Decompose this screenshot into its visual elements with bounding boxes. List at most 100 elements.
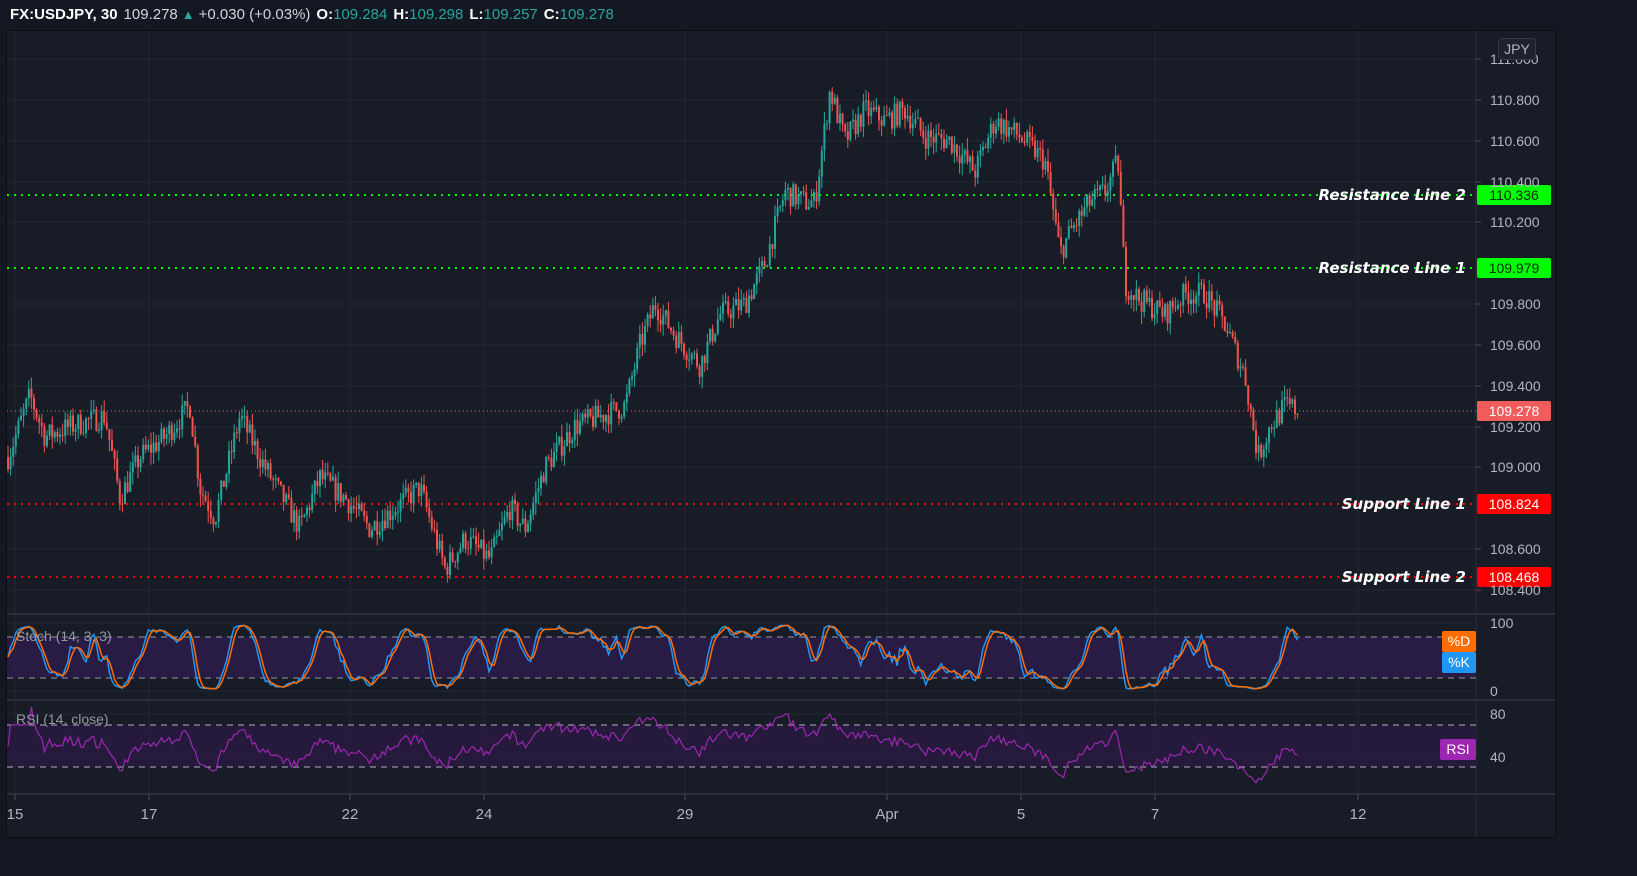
sr-line-label: Support Line 1 [1342, 495, 1466, 513]
candle-body [441, 540, 444, 558]
candle-body [225, 473, 228, 487]
candle-body [443, 557, 446, 567]
candle-body [329, 473, 332, 481]
horizontal-lines[interactable]: Resistance Line 2 110.336 Resistance Line … [7, 185, 1551, 587]
candle-body [888, 112, 891, 116]
candle-body [1166, 304, 1169, 324]
candle-body [922, 130, 925, 138]
symbol-title[interactable]: FX:USDJPY, 30 [10, 5, 118, 23]
candle-body [1054, 209, 1057, 223]
candle-body [482, 539, 485, 559]
candle-body [683, 343, 685, 355]
candle-body [1226, 330, 1229, 334]
candle-body [703, 355, 706, 364]
candle-body [1177, 304, 1179, 309]
candle-body [503, 517, 506, 524]
candle-body [311, 494, 314, 511]
candle-body [1192, 299, 1195, 304]
candle-body [984, 146, 987, 149]
candle-body [693, 353, 696, 355]
candle-body [997, 118, 1000, 127]
candle-body [1067, 226, 1070, 239]
time-tick-label: Apr [875, 806, 898, 823]
candle-body [898, 101, 901, 126]
candle-body [261, 459, 264, 468]
candle-body [810, 200, 813, 208]
candle-body [540, 475, 542, 489]
candle-body [1291, 399, 1294, 404]
price-tick-label: 108.400 [1490, 582, 1541, 598]
candle-body [696, 353, 698, 367]
candle-body [259, 459, 262, 468]
candle-body [755, 273, 758, 285]
candle-body [904, 108, 906, 119]
candle-body [417, 482, 420, 497]
candle-body [584, 413, 587, 418]
candle-body [1031, 136, 1034, 141]
candle-body [160, 428, 163, 442]
candle-body [940, 134, 943, 139]
candle-body [267, 463, 269, 470]
candle-body [295, 510, 298, 532]
time-tick-label: 29 [677, 806, 694, 823]
currency-badge[interactable]: JPY [1498, 38, 1536, 60]
candle-body [59, 434, 61, 437]
candle-body [1249, 404, 1252, 410]
candle-body [43, 426, 46, 446]
candle-body [581, 413, 584, 422]
candle-body [95, 409, 98, 431]
candle-body [313, 480, 316, 495]
candle-body [90, 410, 93, 419]
candle-body [553, 451, 555, 468]
candle-body [191, 417, 194, 437]
rsi-title[interactable]: RSI (14, close) [16, 711, 109, 727]
candle-body [74, 428, 77, 432]
candle-body [368, 523, 371, 537]
candle-body [82, 432, 85, 434]
candle-body [722, 302, 724, 314]
candle-body [212, 518, 215, 525]
rsi-tick-80: 80 [1490, 706, 1506, 722]
candle-body [1179, 304, 1182, 306]
candle-body [605, 415, 607, 422]
candle-body [828, 91, 831, 124]
candle-body [1184, 283, 1187, 293]
time-tick-label: 24 [476, 806, 493, 823]
candle-body [560, 436, 563, 456]
stoch-title[interactable]: Stoch (14, 3, 3) [16, 628, 112, 644]
candle-body [165, 434, 168, 439]
candle-body [930, 130, 932, 137]
candle-body [1125, 246, 1127, 296]
price-change: +0.030 (+0.03%) [198, 5, 311, 23]
candle-body [222, 480, 225, 487]
candle-body [508, 511, 511, 521]
chart-frame[interactable] [6, 30, 1556, 838]
price-tick-label: 109.600 [1490, 337, 1541, 353]
candle-body [664, 310, 667, 316]
candle-body [147, 444, 150, 450]
candle-body [464, 533, 467, 549]
candle-body [72, 415, 74, 432]
candle-body [220, 480, 223, 500]
candle-body [750, 295, 753, 299]
candle-body [462, 533, 464, 548]
indicator-axis: 100 0 80 40 [1490, 615, 1514, 765]
candle-body [638, 334, 641, 348]
grid-lines [7, 31, 1555, 837]
candle-body [711, 328, 714, 342]
candle-body [9, 456, 12, 470]
candle-body [248, 424, 251, 433]
candle-body [238, 418, 241, 433]
candle-body [602, 414, 605, 422]
candle-body [423, 484, 425, 492]
candle-body [654, 305, 657, 310]
candle-body [430, 516, 433, 529]
candle-body [1286, 397, 1289, 399]
candle-body [272, 478, 275, 480]
candle-body [410, 491, 412, 504]
candle-body [1047, 160, 1049, 173]
candle-body [631, 376, 633, 380]
low-value: 109.257 [483, 5, 538, 23]
candle-body [51, 424, 54, 438]
